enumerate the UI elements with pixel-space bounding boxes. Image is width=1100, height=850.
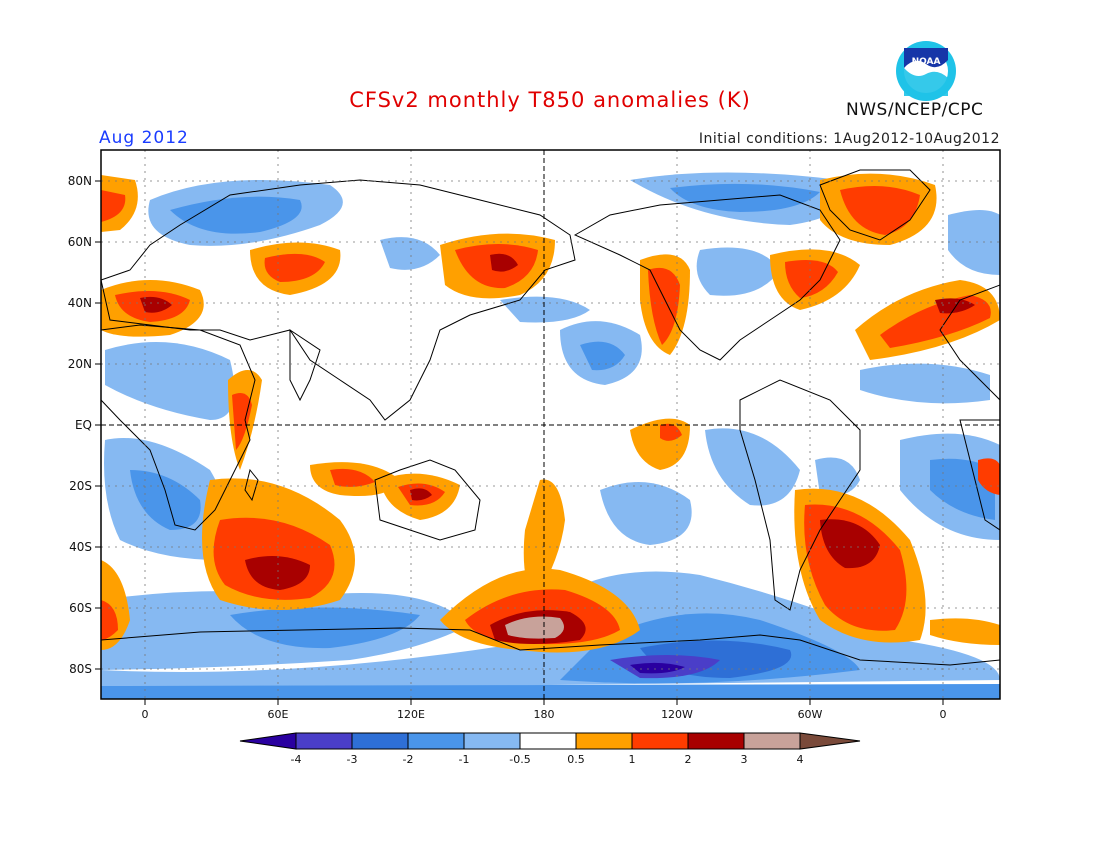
legend-label: 4 (797, 753, 804, 766)
legend-label: 3 (741, 753, 748, 766)
legend-min-arrow (239, 732, 297, 750)
legend-swatch (631, 732, 689, 750)
legend-swatch (519, 732, 577, 750)
equator-dateline (101, 150, 1000, 699)
negative-anomalies (101, 172, 1000, 699)
latitude-labels: 80N 60N 40N 20N EQ 20S 40S 60S 80S (68, 174, 92, 676)
legend-swatch (463, 732, 521, 750)
logo-text: NOAA (912, 57, 941, 67)
map-title: CFSv2 monthly T850 anomalies (K) (349, 88, 751, 112)
axis-ticks (95, 180, 944, 705)
lat-label: 60N (68, 235, 92, 249)
legend-swatch (407, 732, 465, 750)
lat-label: 80N (68, 174, 92, 188)
lon-label: 60E (268, 708, 289, 721)
legend-label: 1 (629, 753, 636, 766)
lat-label: 40S (69, 540, 92, 554)
legend-swatch (295, 732, 353, 750)
lat-label: 80S (69, 662, 92, 676)
lon-label: 60W (798, 708, 823, 721)
lon-label: 0 (142, 708, 149, 721)
initial-conditions: Initial conditions: 1Aug2012-10Aug2012 (698, 131, 1000, 147)
anomaly-fields (101, 172, 1000, 699)
coastlines (101, 169, 1000, 666)
legend-max-arrow (799, 732, 861, 750)
legend-label: 2 (685, 753, 692, 766)
lat-label: 60S (69, 601, 92, 615)
lon-label: 180 (534, 708, 555, 721)
legend-swatch (687, 732, 745, 750)
legend-swatch (351, 732, 409, 750)
lat-label: 20S (69, 479, 92, 493)
lat-label: 20N (68, 357, 92, 371)
positive-anomalies (101, 173, 1000, 653)
longitude-labels: 0 60E 120E 180 120W 60W 0 (142, 708, 947, 721)
legend-swatch (743, 732, 801, 750)
agency-label: NWS/NCEP/CPC (846, 100, 984, 120)
lon-label: 0 (940, 708, 947, 721)
lat-label: 40N (68, 296, 92, 310)
legend-label: -0.5 (509, 753, 530, 766)
lat-label: EQ (75, 418, 92, 432)
legend-labels: -4 -3 -2 -1 -0.5 0.5 1 2 3 4 (291, 753, 804, 766)
color-legend (239, 732, 861, 750)
lon-label: 120W (661, 708, 693, 721)
legend-label: -2 (403, 753, 414, 766)
legend-swatch (575, 732, 633, 750)
legend-label: -4 (291, 753, 302, 766)
legend-label: -3 (347, 753, 358, 766)
noaa-logo-icon: NOAA (896, 41, 956, 101)
lon-label: 120E (397, 708, 425, 721)
legend-label: 0.5 (567, 753, 585, 766)
legend-label: -1 (459, 753, 470, 766)
forecast-period: Aug 2012 (99, 128, 189, 148)
